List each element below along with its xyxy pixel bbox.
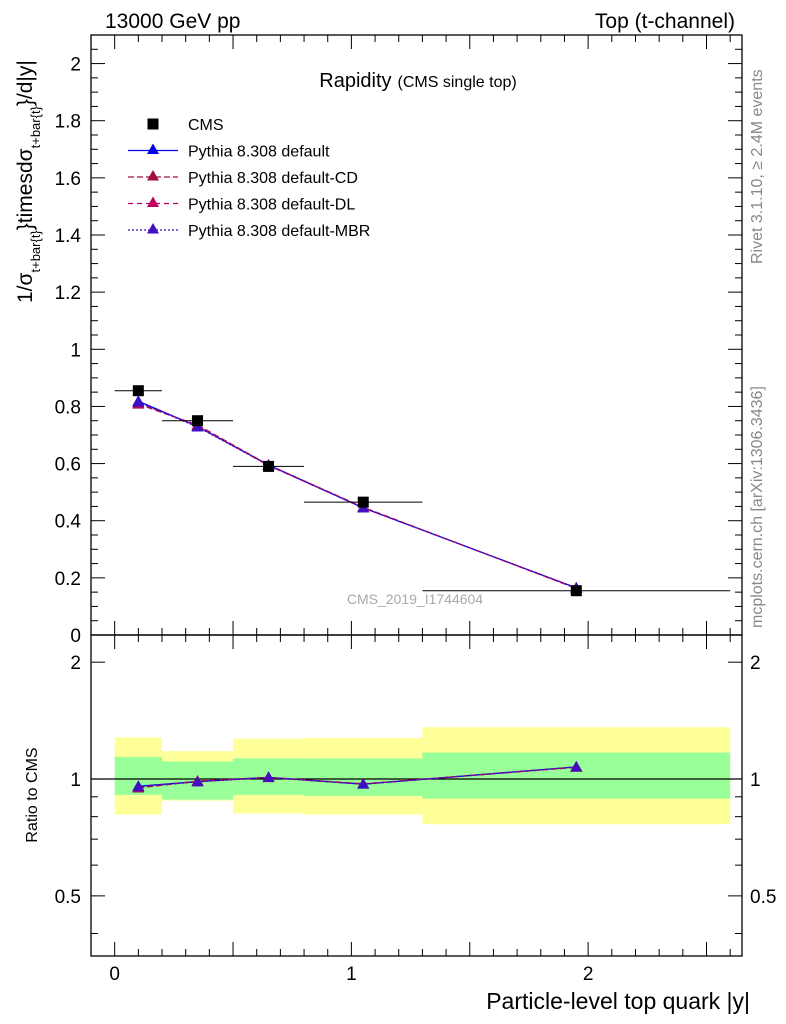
main-ytick-label: 0 xyxy=(70,626,81,647)
data-point-0 xyxy=(132,385,144,397)
legend: CMS Pythia 8.308 default Pythia 8.308 defa… xyxy=(128,117,370,240)
main-ytick-label: 1.4 xyxy=(55,226,82,247)
legend-marker-2 xyxy=(147,170,159,181)
main-series-line-0 xyxy=(138,400,577,589)
ratio-y-label: Ratio to CMS xyxy=(24,747,41,842)
ratio-series-3-point-4 xyxy=(570,760,583,772)
mcplots-label: mcplots.cern.ch [arXiv:1306.3436] xyxy=(749,386,766,628)
main-ytick-label: 0.2 xyxy=(55,569,81,590)
ratio-ytick-label-left: 2 xyxy=(70,653,81,674)
main-y-ticks: 0 0.2 0.4 0.6 0.8 1 1.2 1.4 1.6 1.8 2 xyxy=(55,34,742,647)
ylabel-part-e: }/d|y| xyxy=(14,60,37,106)
ratio-ytick-label-right: 2 xyxy=(750,653,761,674)
main-ytick-label: 0.4 xyxy=(55,512,82,533)
chart-title-main: Rapidity xyxy=(319,70,391,92)
main-y-label: 1/σt+bar{t}}timesdσt+bar{t}}/d|y| xyxy=(14,60,43,303)
legend-marker-4 xyxy=(147,223,159,234)
ylabel-part-c: }timesdσ xyxy=(14,148,37,230)
watermark: CMS_2019_I1744604 xyxy=(347,591,483,607)
ratio-y-ticks: 0.5 0.5 1 1 2 2 xyxy=(55,653,776,934)
x-tick-label: 2 xyxy=(583,964,594,985)
chart-title-sub: (CMS single top) xyxy=(398,74,517,91)
ratio-ytick-label-left: 1 xyxy=(70,770,81,791)
ratio-series-layer xyxy=(132,760,583,793)
main-series-line-2 xyxy=(138,402,577,589)
legend-marker-3 xyxy=(147,196,159,207)
ratio-bands xyxy=(91,727,742,825)
main-ytick-label: 1.6 xyxy=(55,169,81,190)
legend-label: Pythia 8.308 default-MBR xyxy=(188,223,370,240)
ylabel-part-a: 1/σ xyxy=(14,272,37,303)
data-point-1 xyxy=(192,415,204,427)
ratio-ytick-label-right: 1 xyxy=(750,770,761,791)
main-ytick-label: 2 xyxy=(70,55,81,76)
header-left: 13000 GeV pp xyxy=(105,10,240,33)
legend-marker-1 xyxy=(147,143,159,154)
ylabel-part-d: t+bar{t} xyxy=(28,105,43,148)
main-series-3-point-1 xyxy=(191,421,204,432)
header-right: Top (t-channel) xyxy=(595,10,735,33)
ylabel-part-b: t+bar{t} xyxy=(28,230,43,273)
rivet-label: Rivet 3.1.10, ≥ 2.4M events xyxy=(749,69,766,264)
main-series-3-point-0 xyxy=(132,396,145,407)
chart-title: Rapidity (CMS single top) xyxy=(319,70,516,92)
ratio-band-green-3 xyxy=(304,758,423,796)
ratio-ytick-label-left: 0.5 xyxy=(55,887,81,908)
ratio-series-3-point-0 xyxy=(132,780,145,792)
main-ytick-label: 1.8 xyxy=(55,112,81,133)
legend-label: Pythia 8.308 default-DL xyxy=(188,197,355,214)
main-series-line-1 xyxy=(138,403,577,590)
data-point-3 xyxy=(357,496,369,508)
ratio-plot-border xyxy=(90,634,743,957)
ratio-series-3-point-3 xyxy=(357,778,370,789)
legend-label: Pythia 8.308 default-CD xyxy=(188,170,358,187)
ratio-series-line-3 xyxy=(138,766,577,788)
ratio-series-3-point-1 xyxy=(191,775,204,787)
main-ytick-label: 1.2 xyxy=(55,283,81,304)
main-ytick-label: 0.6 xyxy=(55,455,81,476)
legend-marker-data xyxy=(147,118,159,130)
x-axis-label: Particle-level top quark |y| xyxy=(486,988,750,1014)
main-data-layer xyxy=(114,385,731,597)
data-point-2 xyxy=(263,460,275,472)
ratio-frame xyxy=(90,634,743,957)
legend-label: Pythia 8.308 default xyxy=(188,144,330,161)
main-ytick-label: 1 xyxy=(70,340,81,361)
legend-label: CMS xyxy=(188,117,224,134)
main-ytick-label: 0.8 xyxy=(55,397,81,418)
ratio-series-3-point-2 xyxy=(262,771,275,783)
x-ticks: 0 1 2 xyxy=(90,35,731,985)
x-tick-label: 0 xyxy=(109,964,120,985)
ratio-ytick-label-right: 0.5 xyxy=(750,887,776,908)
x-tick-label: 1 xyxy=(346,964,357,985)
data-point-4 xyxy=(570,585,582,597)
